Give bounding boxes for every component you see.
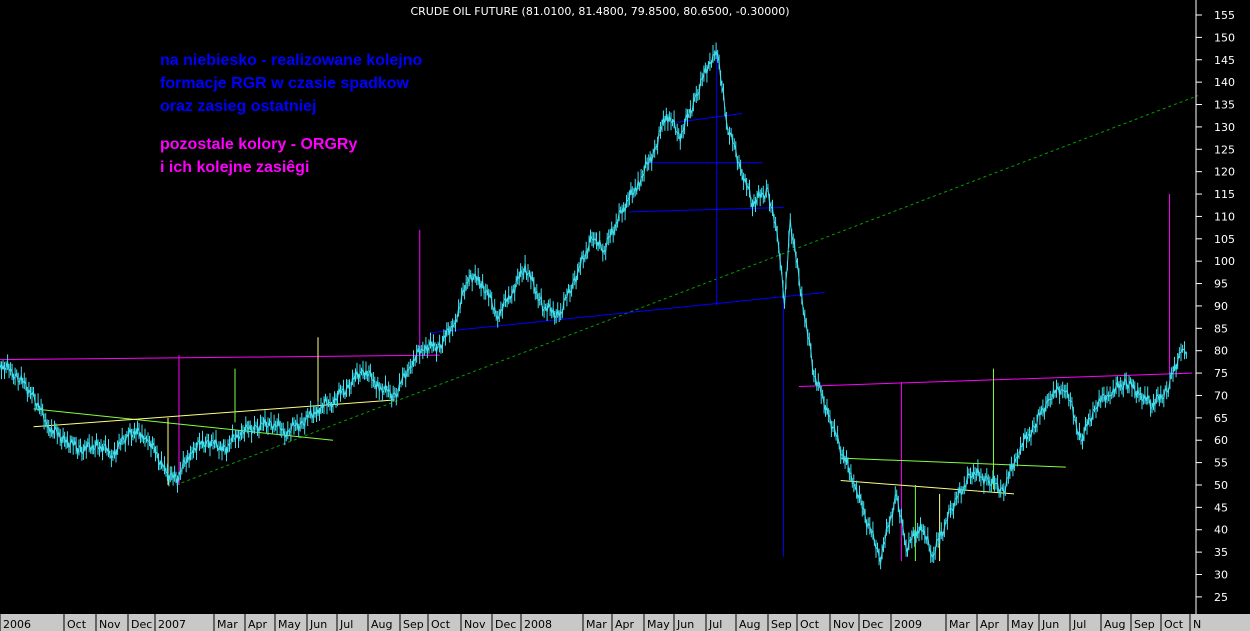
annotation-blue-line-3: oraz zasieg ostatniej [160, 98, 317, 115]
x-tick-label: Mar [949, 618, 970, 631]
chart-title: CRUDE OIL FUTURE (81.0100, 81.4800, 79.8… [410, 5, 789, 18]
y-tick-label: 95 [1214, 278, 1228, 291]
x-tick-label: Nov [99, 618, 121, 631]
x-tick-label: 2007 [158, 618, 186, 631]
x-tick-label: Aug [371, 618, 392, 631]
trend-line-18 [840, 457, 1066, 468]
x-tick-label: Dec [862, 618, 883, 631]
y-tick-label: 105 [1214, 233, 1235, 246]
x-tick-label: Apr [980, 618, 1000, 631]
x-tick-label: 2008 [524, 618, 552, 631]
trend-line-19 [840, 480, 1015, 495]
y-tick-label: 85 [1214, 322, 1228, 335]
x-tick-label: Aug [1104, 618, 1125, 631]
y-tick-label: 25 [1214, 591, 1228, 604]
y-tick-label: 110 [1214, 210, 1235, 223]
y-tick-label: 155 [1214, 9, 1235, 22]
x-tick-label: May [1011, 618, 1034, 631]
x-tick-label: Jul [339, 618, 353, 631]
y-tick-label: 75 [1214, 367, 1228, 380]
y-tick-label: 125 [1214, 143, 1235, 156]
trend-line-0 [175, 95, 1199, 486]
y-tick-label: 120 [1214, 166, 1235, 179]
price-series [0, 42, 1187, 570]
y-tick-label: 55 [1214, 457, 1228, 470]
trend-line-1 [0, 354, 440, 361]
trend-line-9 [429, 292, 825, 334]
y-tick-label: 145 [1214, 54, 1235, 67]
y-tick-label: 130 [1214, 121, 1235, 134]
x-tick-label: May [278, 618, 301, 631]
y-tick-label: 60 [1214, 434, 1228, 447]
x-tick-label: Oct [67, 618, 87, 631]
y-tick-label: 50 [1214, 479, 1228, 492]
y-tick-label: 40 [1214, 524, 1228, 537]
annotation-magenta-line-2: i ich kolejne zasiêgi [160, 159, 309, 176]
x-tick-label: Oct [800, 618, 820, 631]
x-tick-label: Jun [309, 618, 327, 631]
annotation-blue-line-1: na niebiesko - realizowane kolejno [160, 52, 423, 69]
trend-line-10 [628, 206, 784, 213]
x-tick-label: Nov [833, 618, 855, 631]
x-tick-label: Jun [1041, 618, 1059, 631]
y-tick-label: 30 [1214, 569, 1228, 582]
x-axis-strip [0, 614, 1250, 631]
y-tick-label: 100 [1214, 255, 1235, 268]
x-tick-label: Oct [1164, 618, 1184, 631]
x-tick-label: Jun [676, 618, 694, 631]
x-tick-label: Nov [464, 618, 486, 631]
x-tick-label: Dec [495, 618, 516, 631]
x-tick-label: Apr [615, 618, 635, 631]
x-tick-label: Jul [1072, 618, 1086, 631]
x-tick-label: Sep [403, 618, 424, 631]
annotation-blue-line-2: formacje RGR w czasie spadkow [160, 75, 410, 92]
y-tick-label: 140 [1214, 76, 1235, 89]
y-tick-label: 35 [1214, 546, 1228, 559]
x-tick-label: 2009 [894, 618, 922, 631]
x-tick-label: May [647, 618, 670, 631]
x-tick-label: Jul [708, 618, 722, 631]
y-tick-label: 115 [1214, 188, 1235, 201]
annotations: na niebiesko - realizowane kolejno forma… [160, 52, 423, 176]
x-tick-label: N [1193, 618, 1201, 631]
x-axis: 2006 Oct Nov Dec 2007 Mar Apr May Jun Jul Aug Sep Oc… [0, 614, 1250, 631]
x-tick-label: Dec [131, 618, 152, 631]
y-tick-label: 45 [1214, 501, 1228, 514]
x-tick-label: Mar [217, 618, 238, 631]
x-tick-label: Sep [1134, 618, 1155, 631]
y-axis: 25 30 35 40 45 50 55 60 65 70 75 80 85 90 95 100 105 110 1… [1195, 0, 1235, 614]
x-tick-label: Aug [739, 618, 760, 631]
y-tick-label: 90 [1214, 300, 1228, 313]
y-tick-label: 150 [1214, 31, 1235, 44]
y-tick-label: 135 [1214, 99, 1235, 112]
y-tick-label: 80 [1214, 345, 1228, 358]
annotation-magenta-line-1: pozostale kolory - ORGRy [160, 136, 357, 153]
x-tick-label: Mar [586, 618, 607, 631]
x-tick-label: Sep [771, 618, 792, 631]
x-tick-label: Apr [248, 618, 268, 631]
x-tick-label: 2006 [3, 618, 31, 631]
x-tick-label: Oct [431, 618, 451, 631]
series-line-0 [0, 48, 1187, 564]
y-tick-label: 70 [1214, 389, 1228, 402]
y-tick-label: 65 [1214, 412, 1228, 425]
